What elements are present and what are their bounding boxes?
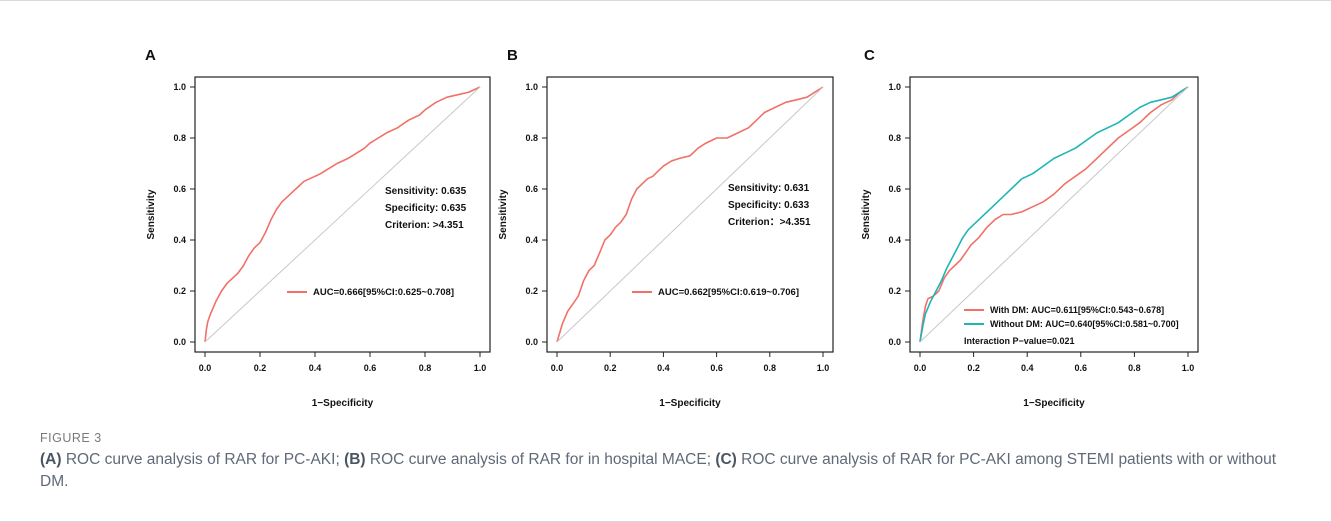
panel-a-y-tick-label: 0.6 (173, 184, 186, 194)
panel-b-reference-line (557, 87, 823, 342)
caption-tag-c: (C) (715, 451, 737, 468)
panel-b-x-tick-label: 0.6 (710, 363, 723, 373)
panel-c-label: C (864, 47, 875, 64)
panel-a-y-tick-label: 0.4 (173, 235, 186, 245)
panel-a-annotation: Specificity: 0.635 (385, 203, 467, 214)
panel-c-y-tick-label: 0.6 (888, 184, 901, 194)
panel-c-x-tick-label: 0.8 (1128, 363, 1141, 373)
panel-b-x-tick-label: 0.4 (657, 363, 670, 373)
panel-a-annotation: Sensitivity: 0.635 (385, 186, 467, 197)
panel-c-y-tick-label: 0.4 (888, 235, 901, 245)
panel-c-annotation: Interaction P−value=0.021 (964, 336, 1075, 346)
panel-a-y-tick-label: 0.0 (173, 337, 186, 347)
panel-c-y-tick-label: 0.0 (888, 337, 901, 347)
panel-c-reference-line (920, 87, 1188, 342)
panel-a-x-tick-label: 0.6 (364, 363, 377, 373)
figure-label: FIGURE 3 (40, 431, 102, 445)
panel-b-annotation: Specificity: 0.633 (728, 200, 810, 211)
panel-a-x-axis-title: 1−Specificity (312, 398, 374, 409)
panel-b-legend-label: AUC=0.662[95%CI:0.619~0.706] (658, 287, 799, 298)
panel-a-y-tick-label: 0.8 (173, 133, 186, 143)
panel-a-x-tick-label: 0.2 (254, 363, 267, 373)
panel-b-x-tick-label: 0.2 (604, 363, 617, 373)
panel-c-x-tick-label: 0.4 (1021, 363, 1034, 373)
panel-b-x-tick-label: 1.0 (817, 363, 830, 373)
panel-b-label: B (507, 47, 518, 64)
panel-b-annotation: Sensitivity: 0.631 (728, 183, 810, 194)
panel-c-y-tick-label: 0.2 (888, 286, 901, 296)
panel-c-x-axis-title: 1−Specificity (1023, 398, 1085, 409)
panel-a-x-tick-label: 0.4 (309, 363, 322, 373)
panel-c-y-tick-label: 1.0 (888, 82, 901, 92)
caption-text-a: ROC curve analysis of RAR for PC-AKI; (62, 451, 345, 468)
panel-c-y-axis-title: Sensitivity (861, 189, 872, 239)
panel-a-annotation: Criterion: >4.351 (385, 220, 464, 231)
caption-text-b: ROC curve analysis of RAR for in hospita… (366, 451, 716, 468)
panel-a-x-tick-label: 0.0 (199, 363, 212, 373)
panel-a-y-tick-label: 0.2 (173, 286, 186, 296)
panel-b-y-tick-label: 0.0 (525, 337, 538, 347)
panel-b-y-tick-label: 0.2 (525, 286, 538, 296)
panel-c-x-tick-label: 0.2 (967, 363, 980, 373)
panel-a-y-tick-label: 1.0 (173, 82, 186, 92)
figure-panels: A 0.0 0.0 0.2 0.2 0.4 0.4 0.6 0.6 0.8 0.8 1.0 1.0 1−S… (0, 0, 1331, 420)
panel-a-x-tick-label: 1.0 (474, 363, 487, 373)
panel-b-annotation: Criterion：>4.351 (728, 217, 811, 228)
panel-b-y-tick-label: 0.6 (525, 184, 538, 194)
panel-a-label: A (145, 47, 156, 64)
panel-b-y-tick-label: 1.0 (525, 82, 538, 92)
panel-b-x-axis-title: 1−Specificity (659, 398, 721, 409)
panel-c-y-tick-label: 0.8 (888, 133, 901, 143)
panel-c-x-tick-label: 0.0 (914, 363, 927, 373)
panel-b-x-tick-label: 0.0 (551, 363, 564, 373)
panel-b-y-tick-label: 0.4 (525, 235, 538, 245)
panel-a-reference-line (205, 87, 480, 342)
panel-a-x-tick-label: 0.8 (419, 363, 432, 373)
caption-tag-a: (A) (40, 451, 62, 468)
panel-b-y-axis-title: Sensitivity (498, 189, 509, 239)
panel-c-legend-label: With DM: AUC=0.611[95%CI:0.543~0.678] (990, 305, 1164, 315)
caption-tag-b: (B) (344, 451, 366, 468)
panel-b-y-tick-label: 0.8 (525, 133, 538, 143)
panel-a-legend-label: AUC=0.666[95%CI:0.625~0.708] (313, 287, 454, 298)
panel-c-x-tick-label: 0.6 (1075, 363, 1088, 373)
panel-a-y-axis-title: Sensitivity (146, 189, 157, 239)
panel-b-x-tick-label: 0.8 (764, 363, 777, 373)
figure-caption: (A) ROC curve analysis of RAR for PC-AKI… (40, 449, 1300, 493)
panel-c-x-tick-label: 1.0 (1182, 363, 1195, 373)
panel-c-legend-label: Without DM: AUC=0.640[95%CI:0.581~0.700] (990, 319, 1179, 329)
